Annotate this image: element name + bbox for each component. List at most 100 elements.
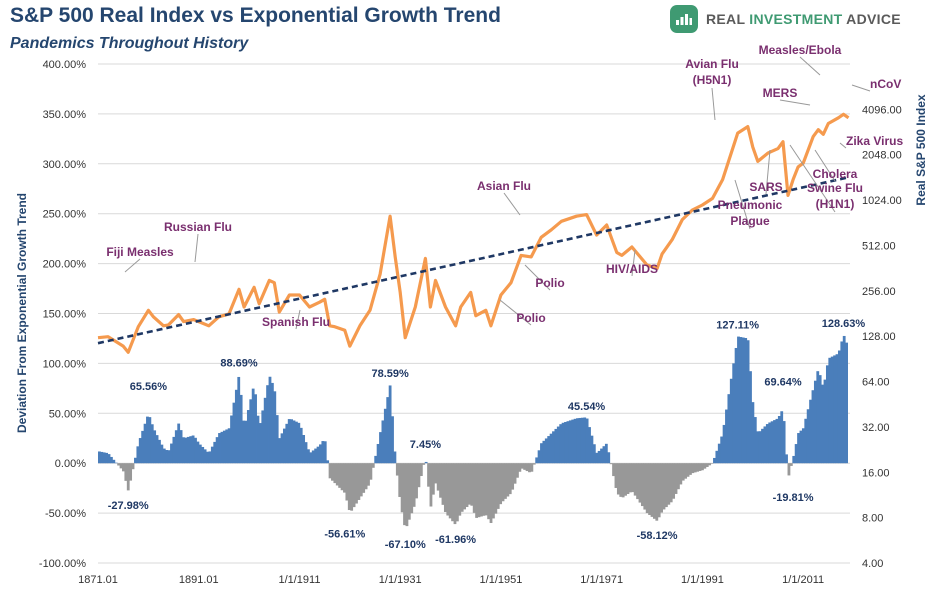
deviation-bar [655,463,659,521]
deviation-bar [720,436,724,464]
deviation-bar [592,444,596,464]
deviation-bar [261,410,265,464]
deviation-bar [326,460,330,464]
deviation-bar [323,441,327,464]
deviation-bar [436,463,440,491]
x-tick-label: 1891.01 [179,574,219,586]
deviation-bar [412,463,416,507]
left-tick-label: 200.00% [43,259,87,271]
deviation-bar [391,416,394,464]
deviation-bar [624,463,627,496]
deviation-bar [242,420,245,464]
deviation-bar [347,463,351,511]
deviation-bar [465,463,469,508]
deviation-bar [189,436,193,464]
deviation-bar [662,463,666,510]
deviation-bar [677,463,680,490]
annotation-label: Measles/Ebola [759,43,842,57]
deviation-bar [713,457,716,464]
deviation-bar [689,463,692,475]
deviation-bar [753,417,757,464]
deviation-bar [122,463,125,472]
annotation-leader [711,87,716,121]
deviation-bar [813,380,817,464]
deviation-bar [165,450,169,464]
right-tick-label: 256.00 [862,286,896,298]
deviation-bar [376,443,380,464]
deviation-bar [816,371,820,464]
deviation-bar [667,463,671,505]
deviation-bar [386,397,390,464]
deviation-bar [773,420,776,464]
annotation-label: (H1N1) [816,197,855,211]
deviation-bar [780,411,784,464]
deviation-bar [210,446,214,464]
left-tick-label: 250.00% [43,209,87,221]
deviation-bar [429,463,433,507]
deviation-bar [809,399,812,464]
deviation-bar [573,418,577,464]
deviation-bar [669,463,673,503]
deviation-bar [167,450,171,464]
deviation-bar [626,463,630,495]
annotation-label: Cholera [813,167,858,181]
pandemic-annotations: Fiji Measles Russian Flu Spanish Flu Polio P… [106,43,903,330]
deviation-bar [737,336,740,464]
deviation-bar [835,354,839,464]
deviation-bar [845,342,848,464]
deviation-bar [758,431,762,464]
deviation-bar [789,463,793,466]
right-tick-label: 4096.00 [862,104,902,116]
value-label: -19.81% [773,492,814,504]
deviation-bar [828,357,832,464]
deviation-bar [583,417,587,464]
deviation-bar [823,379,827,464]
deviation-bar [244,420,248,464]
deviation-bar [532,463,536,465]
deviation-bar [777,416,781,464]
deviation-bar [232,402,236,464]
deviation-bar [369,463,373,480]
right-tick-label: 512.00 [862,240,896,252]
left-tick-label: 300.00% [43,159,87,171]
annotation-leader [124,258,141,273]
left-tick-label: 350.00% [43,109,87,121]
index-lines [97,112,850,354]
deviation-bar [792,455,796,464]
annotation-label: Pneumonic [718,198,783,212]
annotation-leader [631,249,636,277]
deviation-bar [258,423,262,464]
deviation-bar [506,463,510,497]
annotation-leader [779,99,811,106]
deviation-bar [434,463,438,484]
deviation-bar [785,454,788,464]
annotation-label: Polio [535,276,564,290]
deviation-bar [148,417,152,464]
deviation-bar [837,350,841,464]
annotation-leader [524,264,551,291]
annotation-leader [814,149,836,182]
deviation-bar [441,463,445,505]
deviation-bar [741,337,745,464]
deviation-bar [480,463,483,517]
left-tick-label: 50.00% [49,408,87,420]
deviation-bar [117,463,121,466]
deviation-bar [424,461,428,464]
deviation-bar [590,435,594,464]
deviation-bar [643,463,647,510]
deviation-bar [182,437,185,464]
deviation-bar [701,463,704,471]
deviation-bar [621,463,625,498]
deviation-bar [648,463,651,515]
deviation-bar [126,463,130,491]
deviation-bar [761,428,764,464]
annotation-label: Zika Virus [846,134,903,148]
deviation-bar [451,463,454,522]
deviation-bar [458,463,462,516]
value-label: 78.59% [371,368,409,380]
deviation-bar [333,463,337,484]
deviation-bar [439,463,442,498]
deviation-bar [588,427,591,464]
deviation-bar [768,422,772,464]
